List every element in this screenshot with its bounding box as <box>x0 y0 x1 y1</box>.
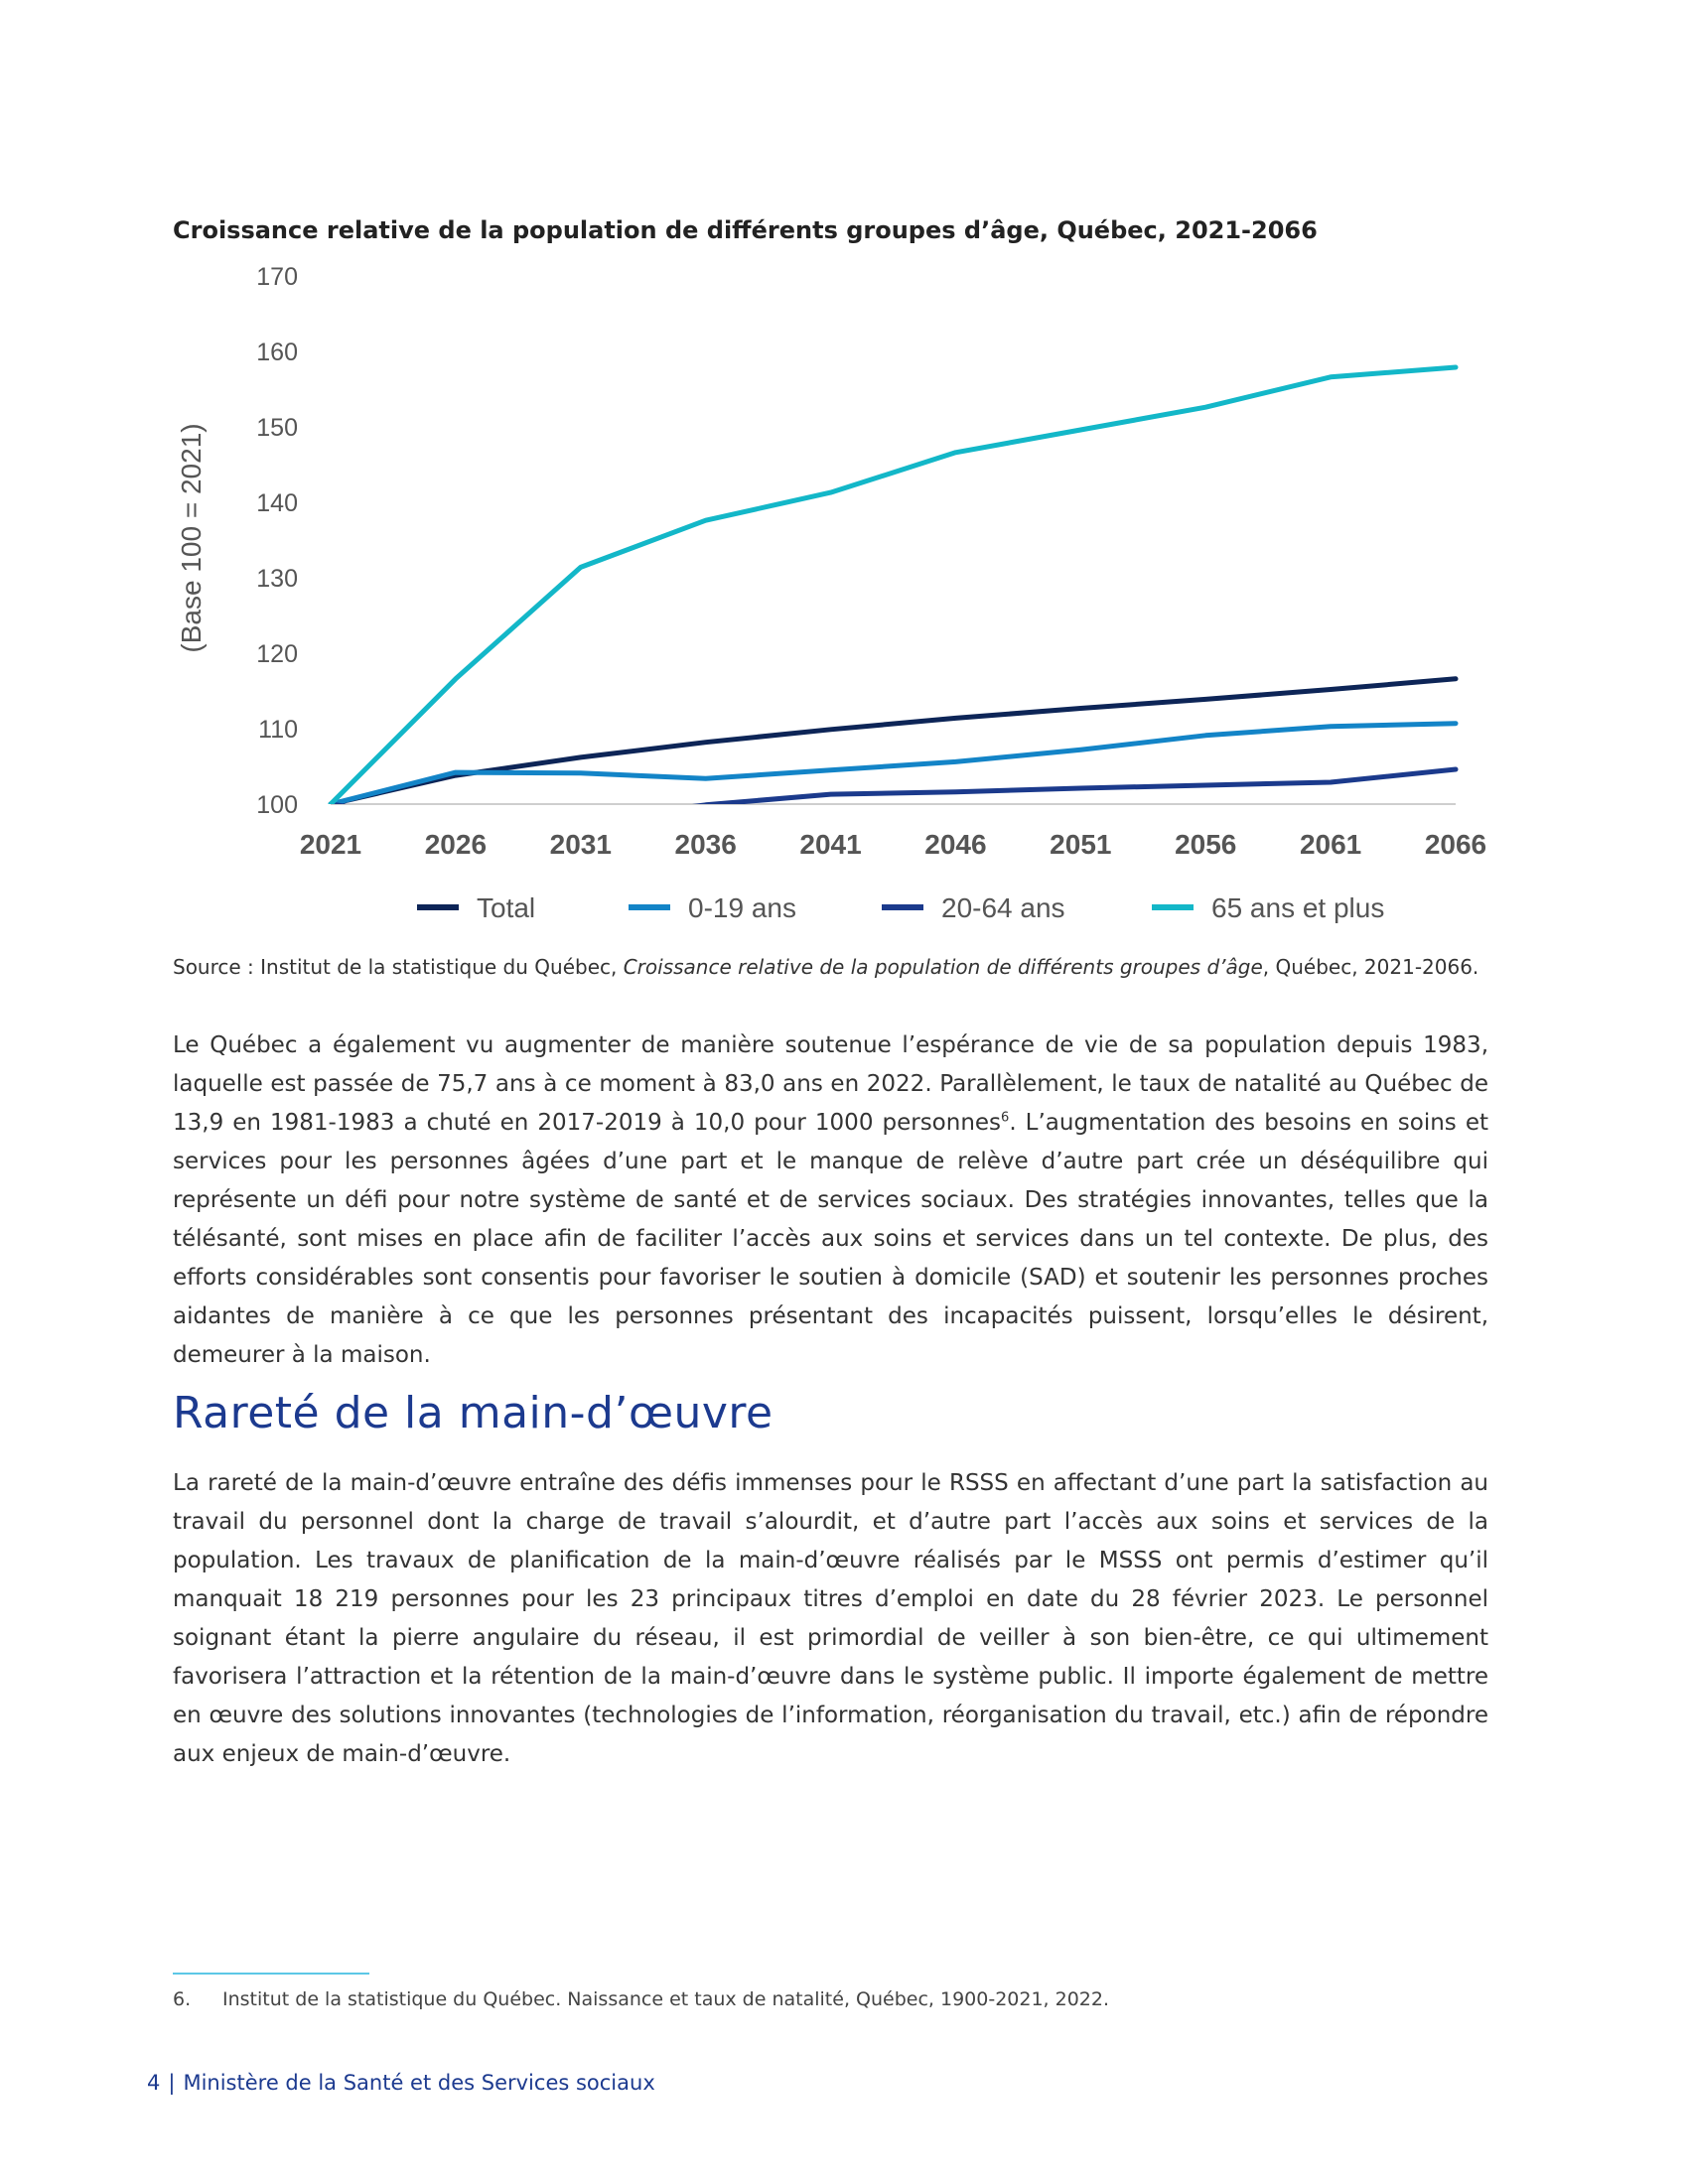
y-tick-label: 110 <box>258 716 298 744</box>
chart-title: Croissance relative de la population de … <box>173 216 1318 244</box>
source-title: Croissance relative de la population de … <box>623 955 1263 979</box>
x-tick-label: 2021 <box>300 829 361 860</box>
y-tick-label: 150 <box>256 414 298 442</box>
page-footer: 4 | Ministère de la Santé et des Services … <box>147 2071 655 2095</box>
y-tick-label: 170 <box>256 263 298 291</box>
footnote-reference[interactable]: 6 <box>1001 1110 1010 1126</box>
series-line <box>328 364 1459 804</box>
x-tick-label: 2041 <box>799 829 861 860</box>
footnote-number: 6. <box>173 1988 192 2010</box>
x-tick-label: 2061 <box>1300 829 1361 860</box>
line-chart: 100 110 120 130 140 150 160 170 2021 2026 2031 2036… <box>176 263 1486 923</box>
page-number: 4 <box>147 2071 161 2095</box>
paragraph-life-expectancy: Le Québec a également vu augmenter de ma… <box>173 1026 1488 1375</box>
x-tick-label: 2031 <box>550 829 612 860</box>
source-prefix: Source : Institut de la statistique du Q… <box>173 955 624 979</box>
legend-label: Total <box>477 892 535 923</box>
y-axis-title: (Base 100 = 2021) <box>176 423 207 652</box>
paragraph-text: Le Québec a également vu augmenter de ma… <box>173 1032 1488 1136</box>
x-tick-label: 2066 <box>1425 829 1486 860</box>
y-tick-label: 130 <box>256 565 298 593</box>
y-tick-label: 120 <box>256 640 298 668</box>
source-suffix: , Québec, 2021-2066. <box>1262 955 1479 979</box>
x-tick-label: 2046 <box>924 829 986 860</box>
legend-label: 20-64 ans <box>941 892 1065 923</box>
x-tick-label: 2026 <box>425 829 487 860</box>
ministry-name: Ministère de la Santé et des Services so… <box>183 2071 655 2095</box>
footnote: 6. Institut de la statistique du Québec. … <box>173 1988 1109 2010</box>
legend-label: 0-19 ans <box>688 892 796 923</box>
footnote-divider <box>173 1973 369 1975</box>
series-line <box>328 766 1459 804</box>
series-line <box>328 721 1459 804</box>
x-tick-label: 2036 <box>675 829 737 860</box>
paragraph-text: . L’augmentation des besoins en soins et… <box>173 1110 1488 1368</box>
y-tick-label: 140 <box>256 489 298 517</box>
legend-label: 65 ans et plus <box>1211 892 1384 923</box>
chart-source: Source : Institut de la statistique du Q… <box>173 955 1503 979</box>
series-line <box>328 676 1459 804</box>
section-heading: Rareté de la main-d’œuvre <box>173 1388 774 1438</box>
paragraph-workforce: La rareté de la main-d’œuvre entraîne de… <box>173 1470 1488 1767</box>
y-tick-label: 100 <box>256 791 298 819</box>
footer-separator: | <box>168 2071 176 2095</box>
footnote-text: Institut de la statistique du Québec. Na… <box>222 1988 1110 2010</box>
x-tick-label: 2051 <box>1050 829 1111 860</box>
y-tick-label: 160 <box>256 339 298 366</box>
x-tick-label: 2056 <box>1175 829 1236 860</box>
